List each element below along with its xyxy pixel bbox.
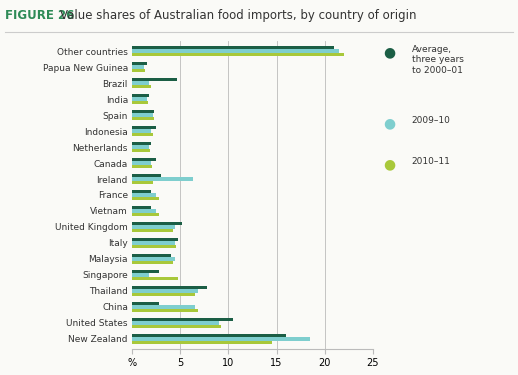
Bar xyxy=(132,81,149,85)
Bar xyxy=(132,142,151,145)
Bar xyxy=(132,53,344,56)
Text: ●: ● xyxy=(383,116,395,130)
Bar xyxy=(132,113,153,117)
Bar xyxy=(132,197,159,200)
Bar xyxy=(132,270,159,273)
Bar xyxy=(132,309,197,312)
Bar xyxy=(132,85,151,88)
Bar xyxy=(132,222,182,225)
Bar xyxy=(132,318,233,321)
Bar xyxy=(132,62,147,65)
Bar xyxy=(132,133,153,136)
Bar xyxy=(132,129,151,133)
Bar xyxy=(132,110,154,113)
Bar xyxy=(132,229,172,232)
Bar xyxy=(132,69,145,72)
Bar xyxy=(132,337,310,341)
Bar xyxy=(132,101,149,104)
Bar xyxy=(132,126,156,129)
Bar xyxy=(132,225,176,229)
Bar xyxy=(132,277,178,280)
Bar xyxy=(132,97,147,101)
Bar xyxy=(132,209,156,213)
Bar xyxy=(132,261,172,264)
Bar xyxy=(132,181,153,184)
Bar xyxy=(132,305,195,309)
Text: 2009–10: 2009–10 xyxy=(412,116,451,125)
Bar xyxy=(132,302,159,305)
Bar xyxy=(132,293,195,296)
Bar xyxy=(132,193,156,197)
Bar xyxy=(132,174,161,177)
Bar xyxy=(132,213,159,216)
Text: 2010–11: 2010–11 xyxy=(412,158,451,166)
Bar xyxy=(132,238,178,241)
Bar xyxy=(132,65,143,69)
Bar xyxy=(132,257,176,261)
Bar xyxy=(132,206,151,209)
Text: Average,
three years
to 2000–01: Average, three years to 2000–01 xyxy=(412,45,464,75)
Bar xyxy=(132,145,149,149)
Bar xyxy=(132,334,286,337)
Bar xyxy=(132,78,177,81)
Bar xyxy=(132,158,156,161)
Bar xyxy=(132,49,339,53)
Text: ●: ● xyxy=(383,45,395,59)
Text: Value shares of Australian food imports, by country of origin: Value shares of Australian food imports,… xyxy=(60,9,416,22)
Bar xyxy=(132,117,154,120)
Bar xyxy=(132,161,151,165)
Bar xyxy=(132,286,207,289)
Bar xyxy=(132,149,150,152)
Bar xyxy=(132,289,197,293)
Bar xyxy=(132,165,152,168)
Bar xyxy=(132,273,149,277)
Bar xyxy=(132,94,149,97)
Bar xyxy=(132,46,335,49)
Text: ●: ● xyxy=(383,158,395,171)
Bar xyxy=(132,241,176,245)
Bar xyxy=(132,325,221,328)
Bar xyxy=(132,341,272,344)
Bar xyxy=(132,177,193,181)
Bar xyxy=(132,254,170,257)
Text: FIGURE 26: FIGURE 26 xyxy=(5,9,75,22)
Bar xyxy=(132,245,177,248)
Bar xyxy=(132,321,219,325)
Bar xyxy=(132,190,151,193)
